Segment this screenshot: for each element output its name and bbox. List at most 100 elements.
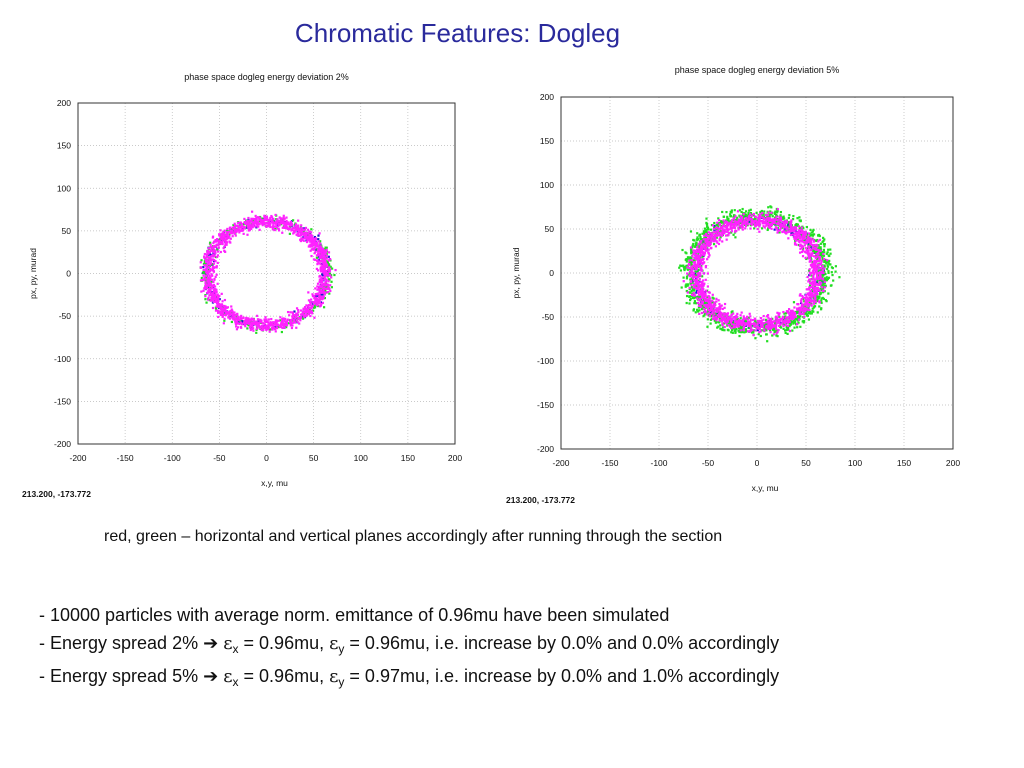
scatter-point (321, 291, 324, 294)
scatter-point (814, 266, 817, 269)
scatter-point (311, 312, 314, 315)
scatter-point (756, 325, 759, 328)
scatter-point (760, 212, 764, 215)
scatter-point (826, 251, 829, 254)
scatter-point (763, 325, 766, 329)
scatter-point (295, 326, 298, 329)
scatter-point (814, 297, 817, 301)
scatter-point (700, 244, 703, 247)
scatter-point (819, 277, 822, 280)
scatter-point (809, 273, 812, 276)
scatter-point (814, 244, 817, 247)
y-tick-label: 50 (545, 224, 555, 234)
scatter-point (730, 219, 734, 222)
scatter-point (232, 317, 235, 320)
scatter-point (241, 229, 244, 232)
scatter-point (275, 321, 278, 324)
scatter-point (209, 262, 213, 265)
scatter-point (807, 238, 810, 241)
scatter-point (768, 224, 772, 227)
scatter-point (702, 257, 705, 260)
scatter-point (696, 232, 699, 235)
scatter-point (703, 304, 706, 307)
scatter-point (801, 249, 805, 252)
scatter-point (838, 276, 841, 279)
scatter-point (248, 222, 251, 225)
scatter-point (295, 228, 298, 231)
scatter-point (304, 314, 308, 318)
scatter-point (724, 319, 727, 322)
x-tick-label: 100 (354, 453, 368, 463)
scatter-point (703, 290, 707, 294)
scatter-point (742, 213, 745, 216)
scatter-point (767, 211, 770, 214)
scatter-point (818, 246, 822, 249)
scatter-point (705, 230, 708, 233)
scatter-point (711, 224, 715, 227)
scatter-point (825, 262, 828, 265)
scatter-point (303, 227, 306, 230)
scatter-point (698, 309, 701, 312)
scatter-point (733, 215, 736, 218)
scatter-point (290, 319, 293, 322)
scatter-point (791, 218, 795, 221)
scatter-point (325, 257, 328, 260)
scatter-point (299, 313, 303, 316)
scatter-point (302, 239, 305, 242)
scatter-point (217, 240, 221, 243)
scatter-point (276, 227, 279, 230)
scatter-point (329, 284, 332, 287)
scatter-point (242, 316, 245, 319)
scatter-point (721, 240, 724, 243)
scatter-point (738, 209, 741, 212)
scatter-point (313, 239, 316, 243)
scatter-point (324, 257, 327, 261)
scatter-point (800, 226, 803, 229)
scatter-point (323, 264, 326, 267)
scatter-point (252, 217, 255, 220)
scatter-point (330, 286, 333, 289)
scatter-point (202, 271, 205, 275)
scatter-point (782, 327, 785, 331)
scatter-point (705, 232, 708, 236)
scatter-point (702, 230, 706, 233)
scatter-point (216, 254, 220, 257)
scatter-point (257, 216, 260, 219)
scatter-point (306, 304, 310, 307)
scatter-point (827, 248, 830, 251)
scatter-point (248, 318, 251, 322)
scatter-point (317, 234, 320, 237)
scatter-point (812, 287, 815, 290)
scatter-point (305, 304, 308, 307)
scatter-point (204, 295, 207, 298)
scatter-point (308, 234, 311, 238)
scatter-point (771, 215, 774, 218)
scatter-point (218, 302, 221, 306)
scatter-point (319, 245, 322, 248)
scatter-point (268, 223, 272, 226)
scatter-point (787, 308, 791, 311)
scatter-point (789, 323, 792, 326)
scatter-point (689, 280, 693, 284)
scatter-point (216, 297, 219, 300)
scatter-point (315, 300, 318, 303)
scatter-point (740, 210, 743, 214)
scatter-point (781, 322, 784, 325)
scatter-point (821, 258, 824, 261)
scatter-point (199, 261, 202, 264)
x-tick-label: 150 (401, 453, 415, 463)
scatter-point (738, 223, 741, 226)
scatter-point (722, 322, 726, 325)
scatter-point (690, 265, 693, 268)
scatter-point (803, 296, 807, 300)
scatter-point (311, 241, 314, 245)
scatter-point (698, 260, 701, 263)
scatter-point (275, 223, 278, 226)
scatter-point (705, 301, 708, 304)
scatter-point (200, 276, 203, 280)
scatter-point (687, 283, 690, 286)
scatter-point (688, 302, 691, 305)
scatter-point (810, 295, 813, 298)
scatter-point (749, 211, 753, 215)
scatter-point (724, 221, 728, 224)
